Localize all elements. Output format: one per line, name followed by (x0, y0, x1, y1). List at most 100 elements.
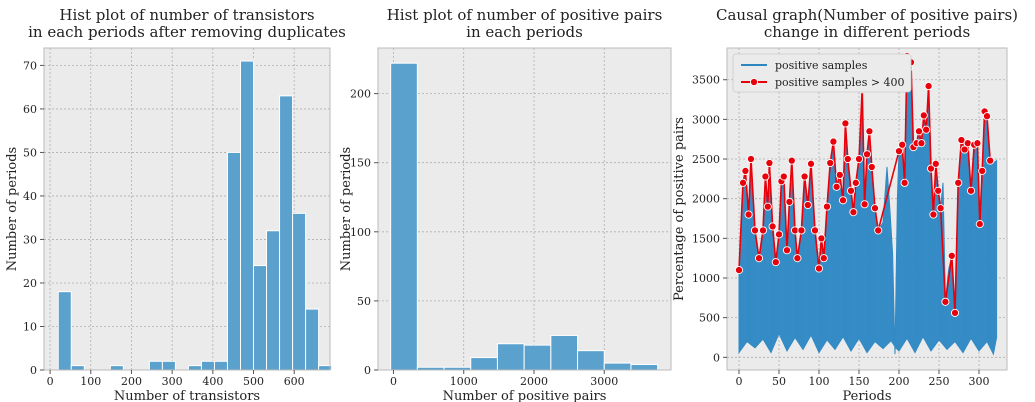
series-positive-samples-400-point (975, 220, 984, 229)
x-tick-label: 100 (809, 375, 830, 388)
x-tick-label: 0 (736, 375, 743, 388)
histogram-bar (161, 360, 176, 371)
plot-frame (726, 47, 1008, 371)
series-positive-samples-400-point (854, 154, 864, 164)
y-tick-label: 500 (699, 312, 720, 325)
series-positive-samples-400-point (779, 172, 788, 181)
series-positive-samples-400-point (826, 158, 835, 168)
series-positive-samples-400-point (865, 127, 874, 136)
chart-title-line: Hist plot of number of transistors (59, 6, 314, 24)
y-tick-label: 0 (713, 351, 720, 364)
y-tick-label: 3000 (692, 113, 720, 126)
y-tick-label: 50 (23, 146, 37, 159)
series-positive-samples-400-point (986, 156, 995, 165)
x-tick-label: 300 (162, 375, 183, 388)
y-tick-label: 10 (23, 320, 37, 333)
series-positive-samples-400-point (774, 230, 784, 239)
y-tick-label: 50 (357, 295, 371, 308)
series-positive-samples-400-point (803, 200, 812, 210)
series-positive-samples-400-point (738, 178, 748, 187)
legend-box (732, 53, 912, 93)
series-positive-samples-400-point (914, 127, 924, 136)
series-positive-samples-400-point (919, 111, 928, 120)
histogram-bar (253, 265, 268, 371)
series-positive-samples-400-point (900, 178, 909, 187)
series-positive-samples-400-point (782, 246, 792, 255)
histogram-bar (109, 365, 124, 371)
x-axis-label: Number of transistors (114, 389, 260, 402)
y-tick-label: 1000 (692, 272, 720, 285)
series-positive-samples-400-point (941, 297, 950, 306)
series-positive-samples-400-point (829, 137, 838, 146)
histogram-bar (187, 365, 202, 371)
histogram-bar (70, 365, 85, 371)
series-positive-samples-400-point (982, 112, 992, 121)
y-tick-label: 20 (23, 277, 37, 290)
series-positive-samples-400-point (862, 150, 872, 159)
chart-title-line: Hist plot of number of positive pairs (387, 6, 663, 24)
series-positive-samples-400-point (929, 210, 938, 219)
histogram-bar (603, 362, 632, 371)
series-positive-samples-400-point (849, 208, 858, 217)
chart-transistor-histogram: 0 100 200 300 400 500 600 0 10 20 30 40 50 60 70 Number… (5, 6, 346, 402)
series-positive-samples-400-point (917, 139, 926, 148)
y-tick-label: 40 (23, 190, 37, 203)
series-positive-samples-400-point (744, 210, 753, 219)
x-tick-label: 1000 (450, 375, 478, 388)
histogram-bar (266, 230, 281, 371)
x-tick-label: 200 (121, 375, 142, 388)
y-tick-label: 3500 (692, 74, 720, 87)
plot-frame (43, 47, 331, 371)
series-positive-samples-400-point (867, 162, 876, 172)
x-tick-label: 150 (849, 375, 870, 388)
legend-label-positive-samples: positive samples (775, 59, 868, 72)
plot-area (378, 48, 671, 370)
y-tick-label: 0 (30, 364, 37, 377)
series-positive-samples-400-point (894, 147, 904, 156)
series-positive-samples-400-point (800, 172, 809, 181)
x-tick-label: 400 (202, 375, 223, 388)
histogram-bar (213, 360, 228, 371)
series-positive-samples-400-point (898, 140, 907, 149)
series-positive-samples-400-point (978, 166, 987, 175)
histogram-bar (292, 212, 307, 371)
chart-positive-pairs-histogram: 0 1000 2000 3000 0 50 100 150 200 Number of posit… (339, 6, 672, 402)
x-tick-label: 500 (243, 375, 264, 388)
series-positive-samples-400-point (785, 197, 794, 206)
x-tick-label: 200 (889, 375, 910, 388)
x-tick-label: 0 (390, 375, 397, 388)
series-positive-samples-400-point (787, 156, 796, 165)
y-tick-label: 2500 (692, 153, 720, 166)
series-positive-samples-400-point (874, 226, 883, 235)
y-axis-label: Percentage of positive pairs (672, 117, 687, 301)
histogram-bar (390, 62, 418, 371)
histogram-bar (57, 291, 72, 371)
series-positive-samples-400-point (934, 186, 943, 195)
series-positive-samples-400-point (851, 178, 860, 187)
series-positive-samples-400-point (814, 264, 824, 273)
series-positive-samples-400-point (763, 202, 772, 211)
x-tick-label: 3000 (590, 375, 618, 388)
y-tick-label: 150 (350, 157, 371, 170)
series-positive-samples-line (738, 55, 997, 355)
series-positive-samples-400-point (810, 226, 820, 235)
plot-frame (377, 47, 672, 371)
histogram-bar (470, 357, 498, 371)
series-positive-samples-400-point (843, 154, 852, 164)
chart-title-line: in each periods after removing duplicate… (28, 23, 346, 41)
x-tick-label: 2000 (520, 375, 548, 388)
histogram-bar (630, 363, 659, 371)
series-positive-samples-400-point (741, 166, 750, 175)
y-tick-label: 60 (23, 103, 37, 116)
series-positive-samples-400-point (746, 154, 756, 164)
histogram-bar (239, 60, 255, 371)
chart-title-line: change in different periods (764, 23, 970, 41)
series-positive-samples-400-point (838, 196, 848, 205)
x-tick-label: 100 (80, 375, 101, 388)
histogram-bar (305, 308, 320, 371)
series-positive-samples-400-point (841, 119, 850, 128)
histogram-bar (200, 360, 215, 371)
x-tick-label: 0 (47, 375, 54, 388)
series-positive-samples-400-point (806, 159, 816, 168)
